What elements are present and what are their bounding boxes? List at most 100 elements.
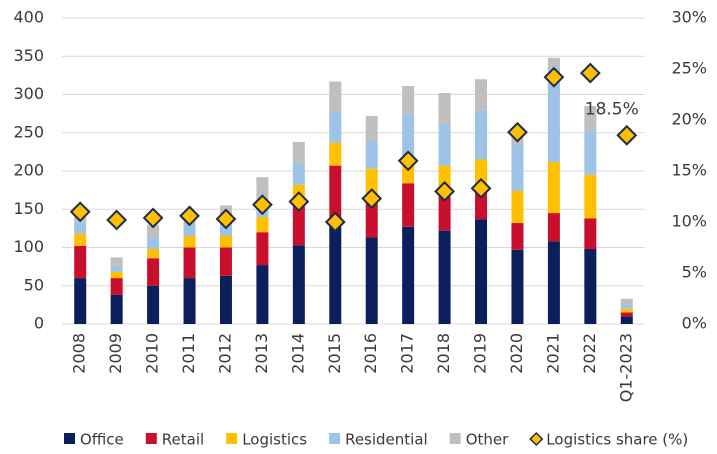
legend-swatch [226,433,238,444]
x-tick-label: 2008 [70,333,89,374]
bar-segment [438,123,451,166]
x-tick-label: 2009 [106,333,125,374]
bar-segment [402,183,415,227]
bar-segment [329,112,342,143]
x-tick-label: 2012 [215,333,234,374]
bar-segment [511,223,524,250]
y2-tick-label: 10% [671,212,707,231]
bar-segment [147,249,160,259]
bar-segment [475,219,488,324]
bar-segment [219,236,232,248]
bar-segment [292,163,305,185]
bar-segment [475,79,488,110]
y-tick-label: 200 [13,161,44,180]
bar-segment [110,257,123,266]
bar-segment [547,67,560,162]
bar-segment [438,92,451,124]
y2-tick-label: 5% [682,263,707,282]
share-marker [324,211,346,233]
legend-label: Residential [345,431,428,449]
bar-segment [365,203,378,238]
share-marker [142,207,164,229]
bar-segment [110,278,123,295]
y-tick-label: 0 [34,314,44,333]
y-tick-label: 300 [13,84,44,103]
bar-segment [547,213,560,242]
x-tick-label: 2022 [580,333,599,374]
x-tick-label: 2013 [252,333,271,374]
bar-segment [402,86,415,115]
bar-segment [584,174,597,219]
legend-swatch [449,433,461,444]
bar-segment [292,245,305,324]
y2-tick-label: 30% [671,8,707,27]
bar-segment [475,109,488,160]
bar-segment [74,222,87,234]
bar-segment [584,249,597,324]
x-tick-label: 2011 [179,333,198,374]
y-tick-label: 150 [13,199,44,218]
x-tick-label: 2017 [398,333,417,374]
share-marker [616,124,638,146]
bar-segment [475,190,488,220]
share-marker [361,188,383,209]
legend-label: Logistics share (%) [546,431,688,449]
bar-segment [584,218,597,250]
y2-tick-label: 20% [671,110,707,129]
bar-segment [74,233,87,246]
bar-segment [620,304,633,309]
share-marker [251,194,273,216]
y-tick-label: 250 [13,122,44,141]
y-tick-label: 400 [13,8,44,27]
bar-segment [329,224,342,324]
x-tick-label: 2018 [434,333,453,374]
legend-marker [529,431,544,447]
bar-segment [147,285,160,324]
bar-segment [584,105,597,131]
bar-segment [183,247,196,279]
bar-segment [74,245,87,279]
bar-segment [256,265,269,324]
bar-segment [511,249,524,324]
x-tick-label: Q1-2023 [616,333,635,402]
bar-segment [219,224,232,237]
bar-segment [365,115,378,141]
bar-segment [110,294,123,324]
y-tick-label: 100 [13,237,44,256]
y2-tick-label: 0% [682,314,707,333]
x-tick-label: 2010 [143,333,162,374]
share-marker [507,121,528,143]
x-tick-label: 2021 [543,333,562,374]
bar-segment [402,226,415,324]
share-marker [470,177,492,199]
share-marker [543,66,565,88]
bar-segment [292,201,305,246]
bar-segment [620,308,633,313]
y2-tick-label: 15% [671,161,707,180]
share-marker [215,208,237,230]
bar-segment [365,140,378,169]
bar-segment [511,190,524,224]
bar-segment [147,224,160,239]
bar-segment [438,230,451,324]
share-marker [69,201,91,223]
bar-segment [219,275,232,324]
bar-segment [547,57,560,68]
legend-label: Logistics [242,431,307,449]
x-tick-label: 2014 [288,333,307,374]
x-tick-label: 2015 [325,333,344,374]
bar-segment [292,141,305,164]
legend-label: Retail [162,431,204,449]
legend-label: Office [80,431,124,449]
share-marker [434,180,456,202]
share-marker [179,205,200,227]
bar-segment [511,144,524,191]
bar-segment [584,130,597,175]
bar-segment [620,316,633,324]
y-tick-label: 50 [24,275,44,294]
y-tick-label: 350 [13,46,44,65]
bar-segment [620,312,633,317]
bar-segment [147,258,160,286]
bar-segment [147,238,160,250]
